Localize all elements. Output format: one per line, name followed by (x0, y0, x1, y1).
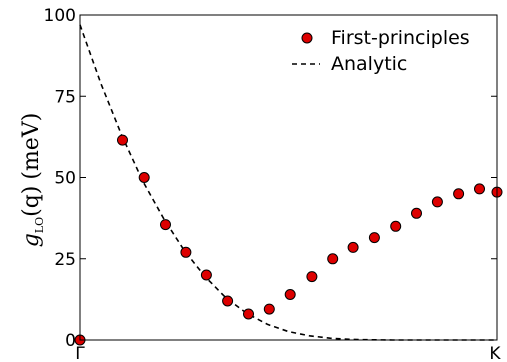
first-principles-point (453, 188, 465, 200)
y-tick-label: 0 (65, 331, 76, 351)
first-principles-point (474, 183, 485, 195)
first-principles-point (306, 271, 318, 283)
y-tick-label: 100 (44, 6, 76, 26)
first-principles-point (117, 134, 128, 146)
y-tick-label: 50 (54, 169, 76, 189)
first-principles-point (138, 172, 150, 183)
first-principles-point (284, 289, 296, 300)
legend-label-analytic: Analytic (331, 53, 407, 75)
first-principles-point (222, 295, 234, 307)
x-tick-label: Γ (75, 344, 85, 362)
axis-ticks: 0 25 50 75 100 Γ K (44, 6, 502, 362)
y-tick-label: 25 (54, 250, 76, 270)
first-principles-point (263, 303, 275, 315)
first-principles-point (368, 232, 380, 244)
first-principles-point (200, 269, 212, 281)
first-principles-point (390, 220, 402, 232)
first-principles-point (180, 246, 192, 258)
y-tick-label: 75 (54, 87, 76, 107)
first-principles-point (431, 196, 443, 208)
legend-label-first-principles: First-principles (331, 27, 470, 49)
first-principles-point (347, 241, 359, 253)
legend-marker-first-principles (301, 32, 313, 44)
first-principles-point (411, 207, 422, 219)
first-principles-point (327, 253, 339, 265)
plot-area (74, 24, 503, 346)
first-principles-point (160, 219, 171, 231)
y-axis-label-unit: (meV) (19, 113, 44, 180)
y-axis-label: gLO(q) (meV) (19, 113, 46, 248)
x-tick-label: K (489, 344, 501, 362)
svg-text:gLO(q)(meV): gLO(q) (meV) (19, 113, 46, 248)
y-axis-label-symbol: g (19, 233, 44, 247)
y-axis-label-subscript: LO (33, 217, 46, 233)
y-axis-label-argument: (q) (19, 186, 44, 217)
first-principles-point (243, 308, 254, 320)
legend: First-principles Analytic (292, 27, 470, 75)
